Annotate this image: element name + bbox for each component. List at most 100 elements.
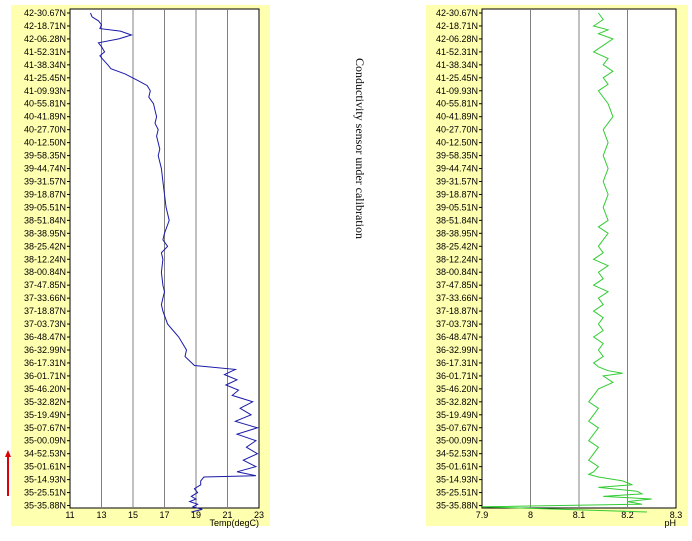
temp-x-tick-label: 21 (222, 510, 232, 520)
temp-y-tick-label: 35-01.61N (24, 462, 66, 472)
temp-y-tick-label: 40-12.50N (24, 138, 66, 148)
ph-x-tick-label: 8.3 (670, 510, 683, 520)
ph-series-line (481, 12, 652, 513)
ph-y-tick-label: 37-18.87N (436, 306, 478, 316)
temperature-chart-panel: 11 13 15 17 19 21 23 Temp(degC) 42-30.67N 42-18.7… (11, 5, 270, 528)
temp-x-tick-label: 19 (191, 510, 201, 520)
temp-y-tick-label: 36-17.31N (24, 358, 66, 368)
temp-y-tick-label: 35-25.51N (24, 488, 66, 498)
ph-x-tick-label: 8 (528, 510, 533, 520)
ph-y-tick-label: 40-12.50N (436, 138, 478, 148)
temp-y-tick-label: 37-33.66N (24, 293, 66, 303)
ph-y-tick-label: 39-58.35N (436, 151, 478, 161)
ph-y-tick-label: 35-14.93N (436, 475, 478, 485)
temp-y-tick-label: 39-05.51N (24, 202, 66, 212)
temp-y-tick-label: 39-44.74N (24, 164, 66, 174)
ph-y-tick-label: 38-25.42N (436, 241, 478, 251)
ph-y-tick-label: 41-25.45N (436, 73, 478, 83)
ph-y-tick-label: 34-52.53N (436, 449, 478, 459)
temp-y-tick-label: 35-00.09N (24, 436, 66, 446)
ph-y-tick-label: 42-06.28N (436, 34, 478, 44)
temp-y-tick-label: 39-58.35N (24, 151, 66, 161)
ph-y-tick-label: 37-03.73N (436, 319, 478, 329)
ph-y-tick-label: 35-01.61N (436, 462, 478, 472)
temp-y-tick-label: 35-14.93N (24, 475, 66, 485)
temp-x-tick-label: 17 (159, 510, 169, 520)
temp-y-tick-label: 40-55.81N (24, 99, 66, 109)
ph-y-tick-label: 38-00.84N (436, 267, 478, 277)
ph-y-tick-label: 36-48.47N (436, 332, 478, 342)
temp-y-tick-label: 38-00.84N (24, 267, 66, 277)
temp-y-tick-label: 42-30.67N (24, 8, 66, 18)
ph-y-tick-label: 35-07.67N (436, 423, 478, 433)
temp-y-tick-label: 38-51.84N (24, 215, 66, 225)
temp-y-tick-label: 39-18.87N (24, 189, 66, 199)
temp-y-tick-label: 36-32.99N (24, 345, 66, 355)
ph-y-tick-label: 42-30.67N (436, 8, 478, 18)
temp-y-tick-label: 37-18.87N (24, 306, 66, 316)
ph-x-axis-label: pH (664, 518, 676, 528)
ph-y-tick-label: 39-18.87N (436, 189, 478, 199)
ph-x-tick-label: 8.2 (621, 510, 634, 520)
temp-y-tick-label: 39-31.57N (24, 176, 66, 186)
temp-y-tick-label: 38-38.95N (24, 228, 66, 238)
ph-chart-panel: 7.9 8 8.1 8.2 8.3 pH 42-30.67N 42-18.71N 42-06.2… (426, 5, 688, 528)
ph-y-tick-label: 42-18.71N (436, 21, 478, 31)
temp-y-tick-label: 41-52.31N (24, 47, 66, 57)
temp-y-tick-label: 35-46.20N (24, 384, 66, 394)
temp-y-tick-label: 42-18.71N (24, 21, 66, 31)
temp-y-tick-label: 34-52.53N (24, 449, 66, 459)
temp-x-tick-label: 11 (65, 510, 74, 520)
temp-y-tick-label: 36-01.71N (24, 371, 66, 381)
temp-y-tick-label: 36-48.47N (24, 332, 66, 342)
ph-y-tick-label: 40-55.81N (436, 99, 478, 109)
annotation-text: Conductivity sensor under calibration (353, 58, 367, 239)
ph-y-tick-label: 40-41.89N (436, 112, 478, 122)
ph-y-tick-label: 35-35.88N (436, 501, 478, 511)
ph-chart: 7.9 8 8.1 8.2 8.3pH 42-30.67N 42-18.71N 42-06.2… (436, 8, 683, 528)
ph-y-tick-label: 37-47.85N (436, 280, 478, 290)
temp-y-tick-label: 42-06.28N (24, 34, 66, 44)
ph-y-tick-label: 39-44.74N (436, 164, 478, 174)
ph-x-tick-label: 8.1 (573, 510, 586, 520)
ph-y-tick-label: 35-19.49N (436, 410, 478, 420)
temp-x-tick-label: 13 (96, 510, 106, 520)
temp-y-tick-label: 40-41.89N (24, 112, 66, 122)
ph-y-tick-label: 39-05.51N (436, 202, 478, 212)
ph-x-tick-label: 7.9 (476, 510, 489, 520)
ph-y-tick-label: 36-01.71N (436, 371, 478, 381)
ph-y-tick-label: 35-46.20N (436, 384, 478, 394)
temp-x-axis-label: Temp(degC) (209, 518, 259, 528)
temp-x-tick-label: 15 (128, 510, 138, 520)
ph-y-tick-label: 39-31.57N (436, 176, 478, 186)
temp-y-tick-label: 37-03.73N (24, 319, 66, 329)
ph-y-tick-label: 40-27.70N (436, 125, 478, 135)
ph-y-tick-label: 38-12.24N (436, 254, 478, 264)
temp-y-tick-label: 41-38.34N (24, 60, 66, 70)
temp-y-tick-label: 38-12.24N (24, 254, 66, 264)
ph-y-tick-label: 37-33.66N (436, 293, 478, 303)
ph-y-tick-label: 36-17.31N (436, 358, 478, 368)
temp-x-tick-label: 23 (254, 510, 264, 520)
temp-y-tick-label: 41-09.93N (24, 86, 66, 96)
temp-series-line (90, 12, 260, 513)
ph-y-tick-label: 38-51.84N (436, 215, 478, 225)
ph-y-tick-label: 38-38.95N (436, 228, 478, 238)
ph-y-tick-label: 41-38.34N (436, 60, 478, 70)
temp-y-tick-label: 35-32.82N (24, 397, 66, 407)
ph-y-tick-label: 41-52.31N (436, 47, 478, 57)
ph-y-tick-label: 35-32.82N (436, 397, 478, 407)
ph-y-tick-label: 36-32.99N (436, 345, 478, 355)
temp-y-tick-label: 37-47.85N (24, 280, 66, 290)
ph-y-tick-label: 35-25.51N (436, 488, 478, 498)
temp-y-tick-label: 40-27.70N (24, 125, 66, 135)
ph-y-tick-label: 35-00.09N (436, 436, 478, 446)
temp-y-tick-label: 35-19.49N (24, 410, 66, 420)
temp-y-tick-label: 35-35.88N (24, 501, 66, 511)
temp-y-tick-label: 41-25.45N (24, 73, 66, 83)
ph-y-tick-label: 41-09.93N (436, 86, 478, 96)
temp-y-tick-label: 35-07.67N (24, 423, 66, 433)
red-up-arrow-icon (5, 450, 11, 496)
temp-y-tick-label: 38-25.42N (24, 241, 66, 251)
